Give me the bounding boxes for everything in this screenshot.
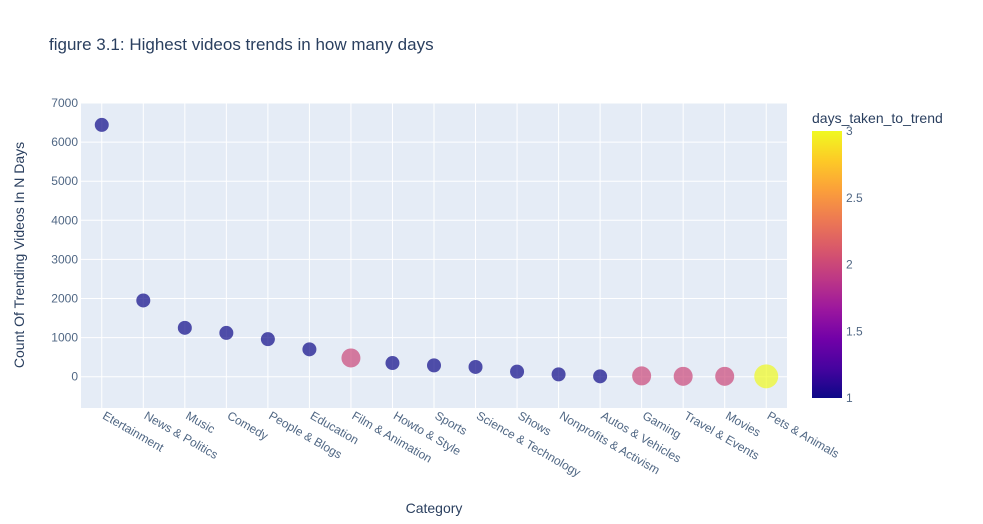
y-axis-ticks: 0 1000 2000 3000 4000 5000 6000 7000 [51,96,78,384]
data-point [177,320,192,335]
y-tick-label: 7000 [51,96,78,110]
colorbar-tick-label: 1.5 [846,324,863,338]
data-point [510,364,525,379]
data-point [136,293,151,308]
colorbar-tick-label: 2.5 [846,191,863,205]
data-point [754,364,779,389]
y-tick-label: 4000 [51,213,78,227]
y-tick-label: 2000 [51,292,78,306]
data-point [427,358,441,373]
data-point [341,348,361,368]
chart-title: figure 3.1: Highest videos trends in how… [49,35,434,54]
data-point [468,359,483,374]
colorbar-gradient [812,131,842,398]
data-point [260,332,275,347]
grid-layer [81,102,787,408]
x-axis-title: Category [406,500,463,516]
colorbar-tick-label: 2 [846,258,853,272]
data-point [632,366,652,386]
data-point [219,325,234,340]
colorbar: days_taken_to_trend 1 1.5 2 2.5 3 [812,110,943,405]
y-tick-label: 0 [71,370,78,384]
colorbar-title: days_taken_to_trend [812,110,943,126]
y-tick-label: 5000 [51,174,78,188]
x-tick-label: Comedy [225,408,271,442]
y-axis-title: Count Of Trending Videos In N Days [11,142,27,368]
data-point [715,366,735,386]
data-point [302,342,317,357]
colorbar-tick-label: 1 [846,391,853,405]
colorbar-tick-label: 3 [846,124,853,138]
y-tick-label: 6000 [51,135,78,149]
colorbar-ticks: 1 1.5 2 2.5 3 [846,124,863,405]
data-point [385,356,400,371]
data-point [551,367,566,382]
y-tick-label: 1000 [51,331,78,345]
data-point [673,366,693,386]
x-tick-label: People & Blogs [266,408,344,461]
y-tick-label: 3000 [51,252,78,266]
data-points [94,117,779,389]
data-point [94,117,109,132]
x-tick-label: Pets & Animals [765,408,842,460]
data-point [593,369,608,384]
